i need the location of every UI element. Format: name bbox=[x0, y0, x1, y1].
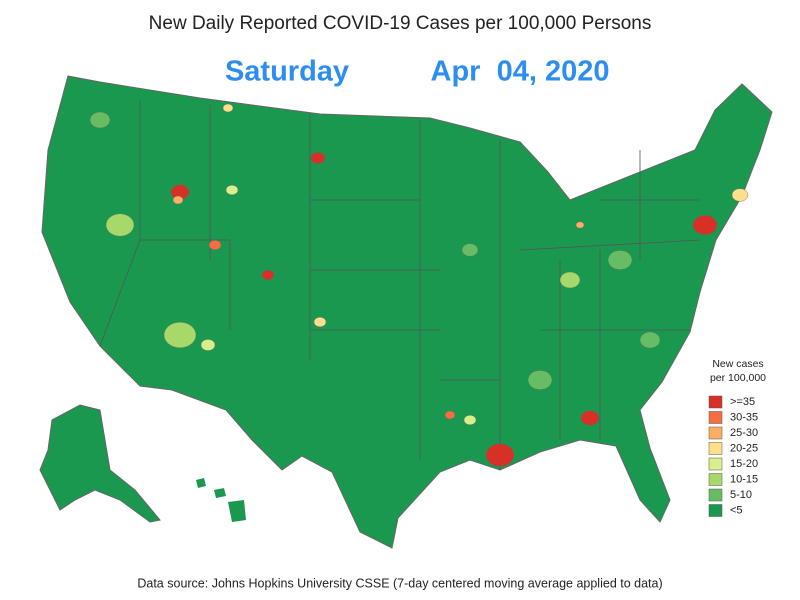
legend-swatch bbox=[708, 442, 723, 455]
hotspot bbox=[225, 184, 239, 195]
legend-swatch bbox=[708, 411, 723, 424]
hotspot bbox=[313, 317, 327, 328]
hotspot bbox=[607, 250, 633, 270]
hotspots bbox=[89, 103, 749, 467]
hotspot bbox=[172, 195, 184, 205]
hotspot bbox=[163, 322, 197, 349]
source: Data source: Johns Hopkins University CS… bbox=[137, 576, 662, 590]
legend-swatch bbox=[708, 457, 723, 471]
hawaii-3 bbox=[228, 500, 246, 522]
hotspot bbox=[200, 339, 216, 351]
legend-swatch bbox=[708, 395, 723, 409]
hotspot bbox=[731, 188, 749, 202]
hotspot bbox=[89, 111, 111, 129]
hotspot bbox=[575, 221, 585, 229]
legend-label: 30-35 bbox=[730, 411, 758, 423]
legend-title: New cases bbox=[712, 358, 763, 370]
legend-label: 20-25 bbox=[730, 442, 758, 454]
legend-label: 15-20 bbox=[730, 458, 758, 470]
hotspot bbox=[208, 239, 222, 250]
hotspot bbox=[559, 271, 581, 289]
hotspot bbox=[527, 370, 553, 390]
legend-swatch bbox=[708, 488, 723, 502]
land bbox=[39, 75, 773, 549]
alaska bbox=[39, 404, 161, 523]
legend-label: 10-15 bbox=[730, 473, 758, 485]
hawaii-1 bbox=[196, 478, 206, 488]
legend-label: 5-10 bbox=[730, 489, 752, 501]
legend: >=35 30-35 25-30 20-25 15-20 10-15 5-10 <5 bbox=[708, 395, 758, 517]
date: Apr 04, 2020 bbox=[431, 56, 610, 88]
legend-label: <5 bbox=[730, 504, 743, 516]
legend-title: per 100,000 bbox=[710, 372, 766, 384]
mainland bbox=[41, 75, 773, 549]
hotspot bbox=[310, 152, 326, 164]
hotspot bbox=[580, 410, 600, 426]
hotspot bbox=[461, 243, 479, 257]
hotspot bbox=[463, 415, 477, 426]
hotspot bbox=[692, 215, 718, 235]
legend-swatch bbox=[708, 504, 723, 517]
hotspot bbox=[444, 410, 456, 420]
legend-label: 25-30 bbox=[730, 427, 758, 439]
legend-swatch bbox=[708, 426, 723, 440]
hotspot bbox=[261, 270, 275, 281]
hotspot bbox=[485, 443, 515, 467]
hotspot bbox=[222, 103, 234, 113]
hotspot bbox=[639, 331, 661, 349]
hotspot bbox=[105, 213, 135, 237]
state-borders bbox=[99, 100, 701, 470]
day: Saturday bbox=[225, 56, 349, 88]
legend-swatch bbox=[708, 473, 723, 486]
legend-label: >=35 bbox=[730, 396, 755, 408]
hawaii-2 bbox=[214, 488, 226, 498]
title: New Daily Reported COVID-19 Cases per 10… bbox=[149, 13, 652, 34]
